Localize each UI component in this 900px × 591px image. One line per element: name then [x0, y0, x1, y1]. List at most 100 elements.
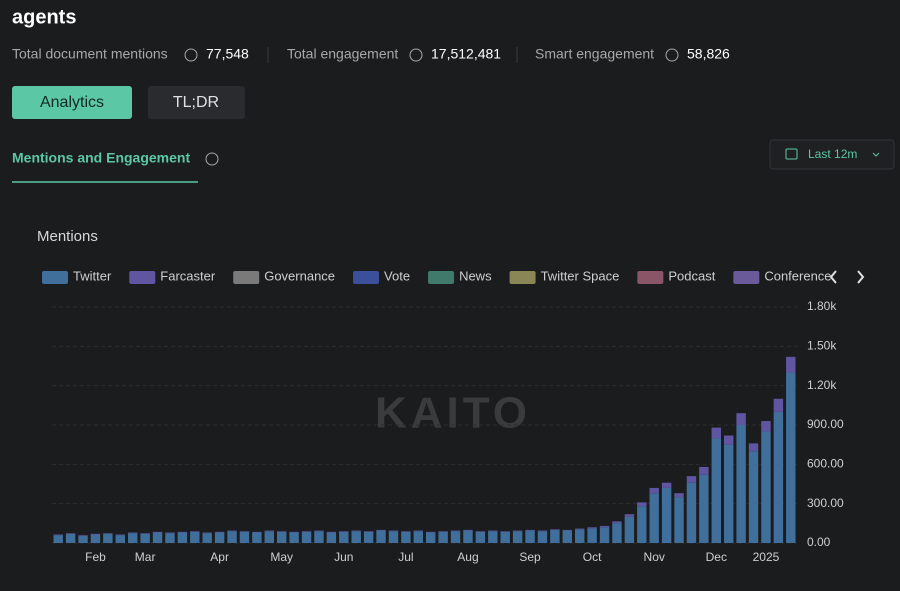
bar-segment	[637, 502, 647, 507]
bar-segment	[190, 531, 200, 543]
bar-segment	[78, 535, 88, 536]
bar-segment	[339, 531, 349, 543]
bar-segment	[649, 493, 659, 543]
button-label[interactable]: TL;DR	[173, 94, 219, 111]
bar-segment	[65, 533, 76, 534]
bar-segment	[587, 528, 597, 543]
bar-segment	[649, 487, 659, 494]
analytics-button[interactable]	[12, 86, 132, 119]
legend-swatch	[428, 271, 455, 284]
stat-label: Smart engagement	[535, 46, 654, 62]
bar-segment	[264, 531, 275, 543]
bar-segment	[177, 532, 188, 543]
bar-segment	[699, 474, 709, 543]
bar-segment	[115, 534, 126, 536]
x-tick-label: Apr	[210, 550, 229, 564]
bar-segment	[376, 530, 386, 543]
info-icon[interactable]	[409, 48, 423, 62]
legend-label: Twitter	[73, 268, 112, 283]
bar-segment	[140, 533, 150, 534]
bar-segment	[401, 531, 411, 532]
bar-segment	[78, 535, 88, 543]
bar-segment	[152, 531, 163, 533]
x-tick-label: May	[270, 550, 293, 564]
bar-segment	[637, 506, 647, 543]
tab-label[interactable]: Mentions and Engagement	[12, 150, 190, 166]
bar-segment	[289, 531, 299, 533]
info-icon[interactable]	[184, 48, 198, 62]
bar-segment	[773, 411, 784, 543]
date-range-button[interactable]	[769, 139, 895, 170]
legend-swatch	[637, 271, 664, 284]
page-title: agents	[12, 6, 76, 28]
bar-segment	[574, 529, 585, 543]
bar-segment	[165, 533, 175, 543]
info-icon[interactable]	[665, 48, 679, 62]
bar-segment	[53, 534, 63, 536]
x-tick-label: Oct	[583, 550, 602, 564]
tldr-button[interactable]	[148, 86, 245, 119]
bar-segment	[363, 531, 374, 532]
bar-segment	[761, 421, 771, 432]
bar-segment	[711, 438, 722, 543]
y-tick-label: 0.00	[807, 535, 831, 549]
bar-segment	[500, 531, 510, 532]
bar-segment	[53, 535, 63, 543]
bar-segment	[289, 532, 299, 543]
info-icon[interactable]	[205, 152, 219, 166]
legend-swatch	[129, 271, 156, 284]
bar-segment	[103, 533, 113, 543]
bar-segment	[661, 487, 672, 543]
legend-prev[interactable]	[829, 270, 837, 284]
bar-segment	[401, 531, 411, 543]
bar-segment	[202, 533, 212, 543]
y-tick-label: 900.00	[807, 417, 844, 431]
plot: 0.00 300.00 600.00 900.00 1.20k 1.50k 1.80k Twi…	[42, 268, 844, 564]
legend-swatch	[733, 271, 760, 284]
bar-segment	[661, 482, 672, 488]
bar-segment	[351, 530, 361, 532]
bar-segment	[686, 476, 697, 483]
bar-segment	[103, 533, 113, 534]
bar-segment	[599, 527, 610, 543]
bar-segment	[488, 530, 498, 532]
stat-label: Total document mentions	[12, 46, 168, 62]
bar-segment	[463, 530, 473, 543]
bar-segment	[227, 530, 237, 532]
bar-segment	[723, 435, 734, 445]
bar-segment	[276, 531, 287, 532]
bar-segment	[301, 531, 312, 532]
bar-segment	[90, 533, 101, 535]
legend-label: Vote	[384, 268, 410, 283]
bar-segment	[463, 529, 473, 531]
x-tick-label: Sep	[519, 550, 541, 564]
bar-segment	[140, 533, 150, 543]
bar-segment	[723, 444, 734, 543]
bar-segment	[550, 529, 560, 543]
bar-segment	[500, 531, 510, 543]
bar-segment	[562, 529, 573, 531]
bar-segment	[574, 528, 585, 530]
bar-segment	[599, 525, 610, 528]
bar-segment	[65, 533, 76, 543]
bar-segment	[450, 530, 461, 532]
bar-segment	[624, 516, 635, 543]
x-tick-label: Mar	[135, 550, 156, 564]
bar-segment	[127, 532, 138, 534]
x-tick-label: Aug	[457, 550, 478, 564]
bar-segment	[326, 532, 337, 543]
y-tick-label: 1.20k	[807, 378, 837, 392]
bar-segment	[674, 497, 684, 543]
stat-value: 58,826	[687, 46, 730, 62]
chart-title: Mentions	[37, 228, 98, 245]
legend-label: Conference	[764, 268, 831, 283]
bar-segment	[699, 466, 709, 475]
bar-segment	[674, 493, 684, 498]
date-range-label[interactable]: Last 12m	[808, 147, 857, 161]
legend-next[interactable]	[857, 270, 865, 284]
bar-segment	[748, 443, 759, 452]
bar-segment	[425, 532, 436, 543]
legend-swatch	[42, 271, 68, 284]
button-label[interactable]: Analytics	[40, 94, 104, 111]
bar-segment	[475, 531, 486, 532]
